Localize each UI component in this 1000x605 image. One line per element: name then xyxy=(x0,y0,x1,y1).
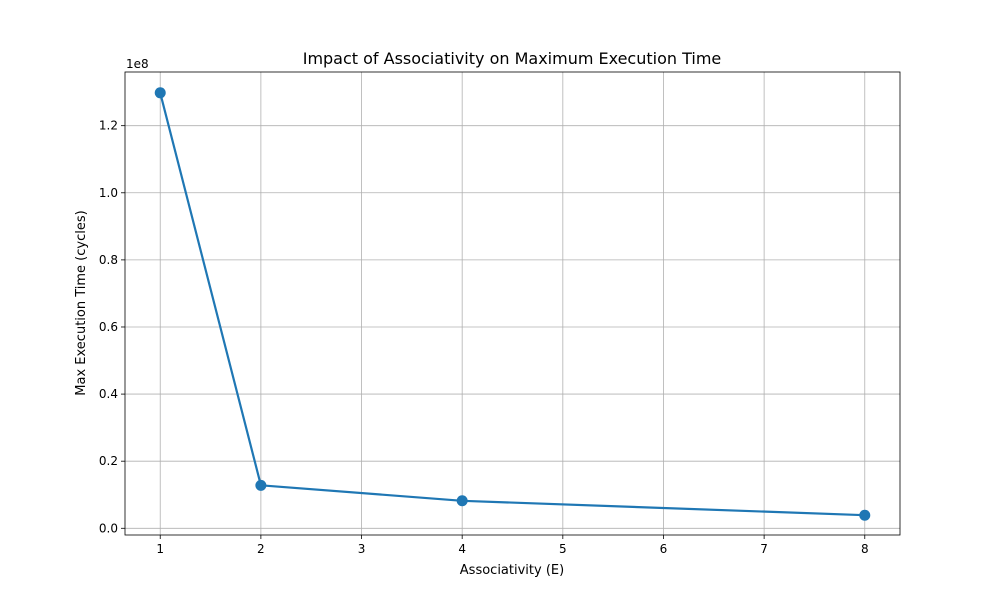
plot-frame xyxy=(124,71,901,536)
y-axis-offset-label: 1e8 xyxy=(126,57,149,71)
ticks: 1 2 3 4 5 6 7 8 0.0 0.2 0.4 0.6 0.8 1.0 1.2 xyxy=(99,119,869,556)
y-tick-label: 1.0 xyxy=(99,186,118,200)
x-tick-label: 5 xyxy=(559,542,567,556)
data-point-marker xyxy=(255,479,267,491)
data-point-marker xyxy=(456,495,468,507)
x-tick-label: 8 xyxy=(861,542,869,556)
chart-title: Impact of Associativity on Maximum Execu… xyxy=(303,49,722,68)
x-axis-label: Associativity (E) xyxy=(460,563,564,578)
y-tick-label: 0.6 xyxy=(99,320,118,334)
y-tick-label: 0.0 xyxy=(99,521,118,535)
y-axis-label: Max Execution Time (cycles) xyxy=(74,210,89,395)
data-point-marker xyxy=(154,87,166,99)
series-layer xyxy=(154,87,871,521)
y-tick-label: 0.8 xyxy=(99,253,118,267)
x-tick-label: 4 xyxy=(458,542,466,556)
x-tick-label: 1 xyxy=(156,542,164,556)
x-tick-label: 7 xyxy=(760,542,768,556)
grid xyxy=(125,72,900,535)
series-line xyxy=(159,92,865,517)
x-tick-label: 2 xyxy=(257,542,265,556)
y-tick-label: 0.2 xyxy=(99,454,118,468)
data-point-marker xyxy=(859,509,871,521)
y-tick-label: 0.4 xyxy=(99,387,118,401)
x-tick-label: 3 xyxy=(358,542,366,556)
y-tick-label: 1.2 xyxy=(99,119,118,133)
x-tick-label: 6 xyxy=(660,542,668,556)
